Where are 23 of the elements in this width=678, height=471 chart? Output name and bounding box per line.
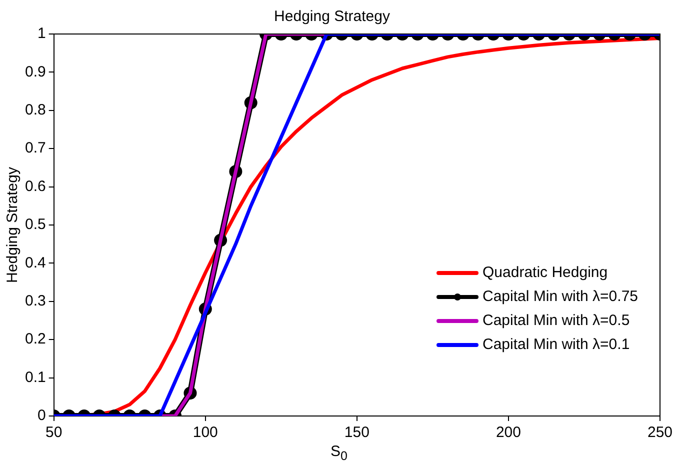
legend-label: Capital Min with λ=0.1: [482, 336, 630, 354]
y-tick-label: 0.8: [24, 102, 46, 119]
y-tick-label: 0.9: [24, 63, 46, 80]
y-tick-label: 0.1: [24, 368, 46, 386]
y-tick-label: 0: [38, 407, 46, 424]
x-tick-label: 50: [46, 424, 62, 442]
y-tick-label: 0.7: [24, 140, 46, 157]
y-tick-label: 1: [38, 25, 46, 42]
y-tick-label: 0.6: [24, 178, 46, 195]
y-tick-label: 0.4: [24, 254, 46, 272]
x-tick-label: 150: [344, 424, 370, 442]
chart-title: Hedging Strategy: [274, 8, 390, 26]
legend-label: Capital Min with λ=0.75: [482, 288, 638, 306]
legend-label: Capital Min with λ=0.5: [482, 312, 630, 330]
x-tick-label: 100: [192, 424, 218, 442]
y-tick-label: 0.3: [24, 292, 46, 310]
x-tick-label: 200: [496, 424, 521, 442]
x-axis-title: S$_{0}$: [330, 443, 348, 463]
x-tick-label: 250: [647, 424, 673, 442]
legend-label: Quadratic Hedging: [482, 264, 608, 282]
y-axis-title: Hedging Strategy: [4, 166, 22, 283]
y-tick-label: 0.5: [24, 216, 46, 234]
y-tick-label: 0.2: [24, 330, 46, 348]
